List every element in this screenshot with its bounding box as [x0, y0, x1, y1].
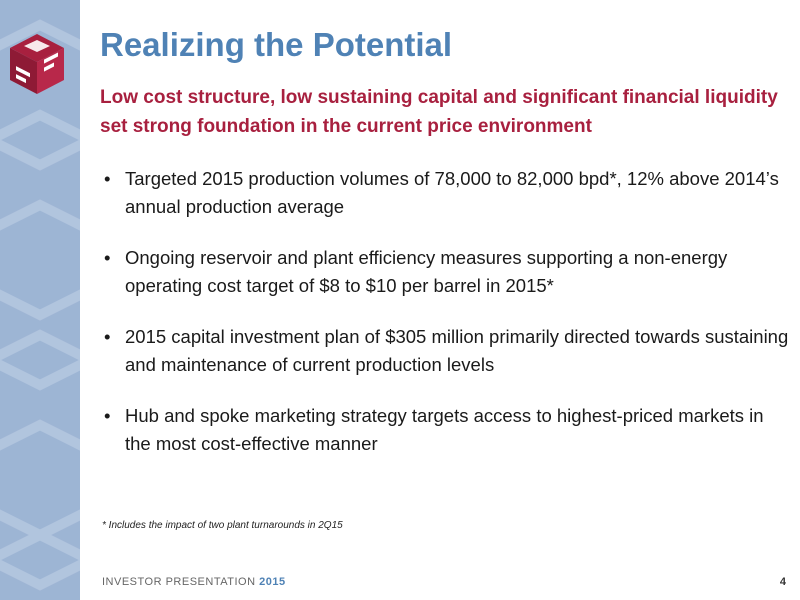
bullet-text: Targeted 2015 production volumes of 78,0… — [125, 168, 779, 217]
page-number: 4 — [779, 576, 786, 588]
sidebar-decoration — [0, 0, 80, 600]
bullet-marker: • — [104, 405, 111, 426]
footnote: * Includes the impact of two plant turna… — [102, 520, 343, 531]
bullet-text: Ongoing reservoir and plant efficiency m… — [125, 247, 728, 296]
bullet-item: • Hub and spoke marketing strategy targe… — [100, 402, 790, 458]
bullet-list: • Targeted 2015 production volumes of 78… — [100, 165, 790, 481]
bullet-item: • Targeted 2015 production volumes of 78… — [100, 165, 790, 221]
bullet-text: 2015 capital investment plan of $305 mil… — [125, 326, 789, 375]
cube-pattern-background — [0, 19, 80, 591]
footer-year: 2015 — [259, 576, 286, 588]
bullet-marker: • — [104, 326, 111, 347]
slide-subtitle: Low cost structure, low sustaining capit… — [100, 87, 778, 137]
meg-cube-logo-icon — [10, 34, 64, 94]
slide-title: Realizing the Potential — [100, 26, 453, 63]
bullet-marker: • — [104, 168, 111, 189]
bullet-text: Hub and spoke marketing strategy targets… — [125, 405, 764, 454]
bullet-item: • 2015 capital investment plan of $305 m… — [100, 323, 790, 379]
bullet-marker: • — [104, 247, 111, 268]
footer-presentation-label: INVESTOR PRESENTATION — [102, 576, 256, 588]
bullet-item: • Ongoing reservoir and plant efficiency… — [100, 244, 790, 300]
footer-label: INVESTOR PRESENTATION 2015 — [102, 576, 286, 588]
